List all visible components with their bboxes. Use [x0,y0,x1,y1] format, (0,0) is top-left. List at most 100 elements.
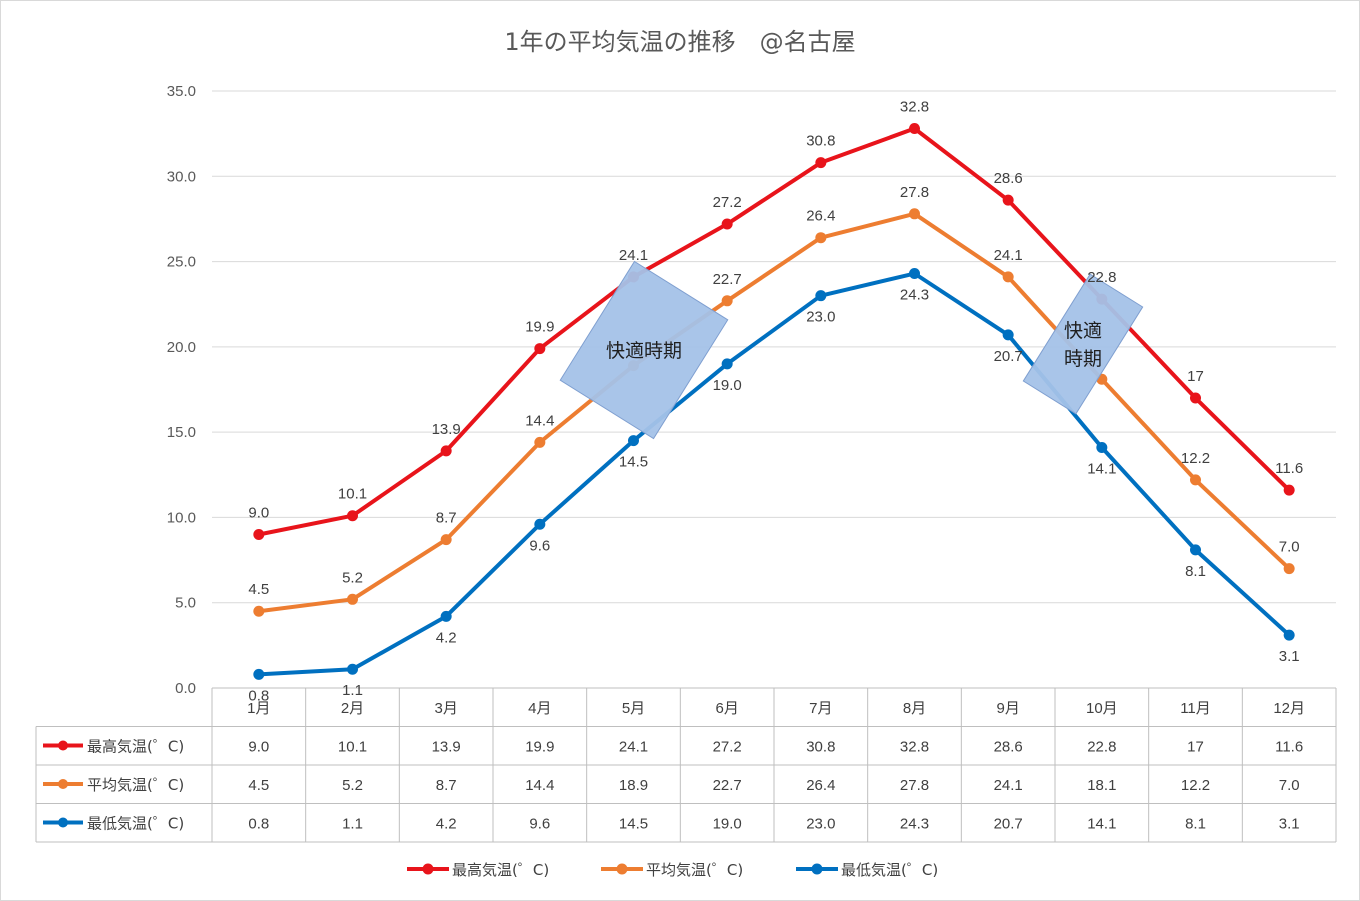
series-lines [253,123,1295,680]
table-cell: 13.9 [432,739,461,756]
table-cell: 17 [1187,739,1204,756]
data-label: 14.1 [1087,460,1116,477]
data-label: 24.1 [619,247,648,264]
table-cell: 4.5 [248,777,269,794]
table-cell: 24.1 [619,739,648,756]
annotation-text: 快適時期 [606,340,682,362]
data-label: 14.5 [619,454,648,471]
table-cell: 24.3 [900,816,929,833]
series-line [256,271,1292,677]
table-cell: 23.0 [806,816,835,833]
data-label: 5.2 [342,569,363,586]
data-label: 24.1 [994,247,1023,264]
table-cell: 1.1 [342,816,363,833]
data-label: 26.4 [806,208,835,225]
category-label: 12月 [1273,700,1305,717]
data-label: 22.7 [713,271,742,288]
data-label: 3.1 [1279,648,1300,665]
data-label: 9.6 [529,537,550,554]
data-point [253,668,265,680]
data-label: 30.8 [806,133,835,150]
legend-key-marker [616,863,628,875]
table-cell: 7.0 [1279,777,1300,794]
table-row-label: 平均気温(゜C) [87,776,184,794]
data-label: 27.2 [713,194,742,211]
legend-key-marker [422,863,434,875]
table-key-marker [58,779,68,789]
data-point [347,593,358,605]
table-cell: 27.2 [713,739,742,756]
data-point [440,610,452,622]
annotation-text: 時期 [1064,348,1102,370]
annotation-box: 快適時期 [559,260,729,440]
data-label: 28.6 [994,170,1023,187]
table-cell: 20.7 [994,816,1023,833]
data-point [1096,441,1108,453]
data-label: 4.5 [248,581,269,598]
table-cell: 28.6 [994,739,1023,756]
data-point [253,528,265,540]
table-cell: 22.8 [1087,739,1116,756]
table-cell: 11.6 [1275,739,1303,756]
data-label: 7.0 [1279,539,1300,556]
y-tick-label: 10.0 [167,509,196,526]
gridlines [212,90,1336,604]
data-point [1283,629,1295,641]
table-cell: 18.9 [619,777,648,794]
category-label: 5月 [622,700,645,717]
category-label: 8月 [903,700,926,717]
data-label: 12.2 [1181,450,1210,467]
table-cell: 8.7 [436,777,457,794]
data-label: 19.0 [713,377,742,394]
annotation-box: 快適時期 [1022,273,1144,415]
data-label: 14.4 [525,412,554,429]
data-label: 8.7 [436,510,457,527]
data-label: 32.8 [900,99,929,116]
legend: 最高気温(゜C) 平均気温(゜C) 最低気温(゜C) [407,861,938,879]
table-cell: 0.8 [248,816,269,833]
table-cell: 14.5 [619,816,648,833]
table-row-label: 最高気温(゜C) [87,738,184,756]
y-tick-label: 30.0 [167,168,196,185]
table-cell: 19.0 [713,816,742,833]
data-label: 27.8 [900,184,929,201]
table-cell: 26.4 [806,777,835,794]
data-label: 22.8 [1087,269,1116,286]
y-tick-label: 25.0 [167,254,196,271]
category-label: 1月 [247,700,270,717]
data-point [347,510,358,522]
data-point [1283,563,1295,575]
data-point [440,534,452,546]
category-label: 3月 [434,700,457,717]
legend-label: 最高気温(゜C) [452,861,549,879]
data-point [440,445,452,457]
category-label: 7月 [809,700,832,717]
data-label: 24.3 [900,287,929,304]
category-label: 9月 [996,700,1019,717]
table-row-label: 最低気温(゜C) [87,815,184,833]
legend-label: 最低気温(゜C) [841,861,938,879]
data-point [815,157,827,169]
data-labels: 9.0 10.1 13.9 19.9 24.1 27.2 30.8 32.8 28.6 22.8 1… [248,99,1303,705]
annotation-shape [559,260,729,440]
chart-title: 1年の平均気温の推移 @名古屋 [504,28,855,56]
table-cell: 22.7 [713,777,742,794]
data-label: 8.1 [1185,563,1206,580]
data-point [1190,474,1201,486]
data-label: 23.0 [806,309,835,326]
category-label: 2月 [341,700,364,717]
data-point [534,436,546,448]
table-cell: 5.2 [342,777,363,794]
table-cell: 24.1 [994,777,1023,794]
table-cell: 3.1 [1279,816,1300,833]
annotations: 快適時期 快適時期 [559,260,1144,440]
data-label: 19.9 [525,319,554,336]
data-label: 17 [1187,368,1204,385]
data-label: 4.2 [436,629,457,646]
y-tick-label: 0.0 [175,680,196,697]
data-point [721,358,733,370]
table-cell: 30.8 [806,739,835,756]
data-label: 0.8 [248,687,269,704]
